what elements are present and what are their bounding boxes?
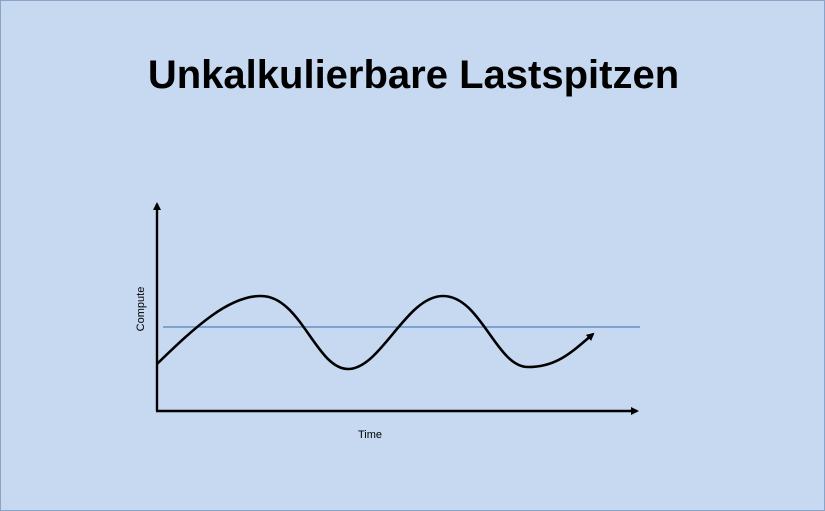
y-axis-label: Compute — [135, 287, 147, 332]
slide-title: Unkalkulierbare Lastspitzen — [147, 53, 680, 97]
x-axis-label: Time — [358, 429, 382, 441]
load-curve — [156, 294, 595, 371]
